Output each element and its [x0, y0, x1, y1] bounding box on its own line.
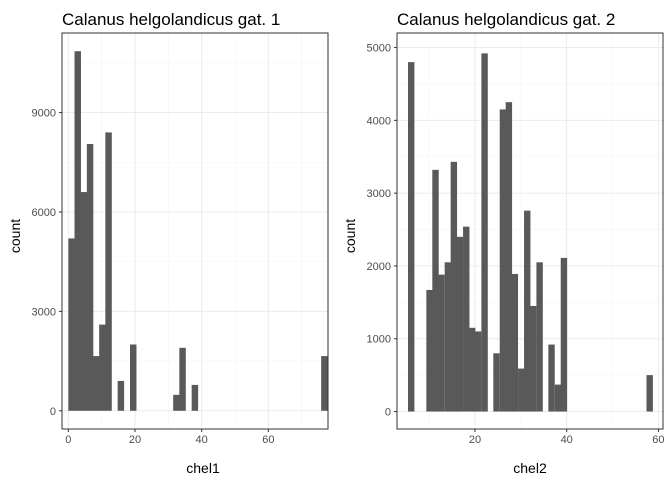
y-tick-label: 9000 — [32, 108, 56, 120]
x-tick-label: 0 — [65, 434, 71, 446]
histogram-bar — [321, 356, 328, 411]
y-tick-label: 3000 — [32, 306, 56, 318]
histogram-bar — [530, 305, 537, 412]
histogram-bar — [432, 169, 439, 412]
x-axis-title: chel2 — [513, 460, 547, 476]
histogram-bar — [130, 344, 137, 411]
panel-chel1: Calanus helgolandicus gat. 1 chel1 count… — [7, 10, 329, 476]
histogram-bar — [408, 62, 415, 412]
y-tick-label: 3000 — [367, 188, 391, 200]
panel-chel2: Calanus helgolandicus gat. 2 count chel2… — [342, 10, 665, 476]
histogram-bar — [499, 109, 507, 412]
histogram-bar — [560, 257, 568, 412]
histogram-bar — [493, 353, 500, 412]
axis-ticks: 20 40 60 0 1000 2000 3000 4000 5000 — [367, 43, 665, 446]
histogram-bar — [474, 331, 482, 412]
histogram-bar — [646, 375, 653, 412]
x-tick-label: 20 — [129, 434, 141, 446]
histogram-bar — [469, 327, 476, 412]
panel-title: Calanus helgolandicus gat. 1 — [62, 10, 280, 29]
histogram-bar — [99, 324, 106, 411]
axis-ticks: 0 20 40 60 0 3000 6000 9000 — [32, 108, 275, 446]
histogram-bar — [536, 262, 543, 412]
y-tick-label: 6000 — [32, 207, 56, 219]
y-axis-title: count — [342, 219, 358, 253]
y-tick-label: 0 — [50, 406, 56, 418]
x-tick-label: 60 — [262, 434, 274, 446]
histogram-bar — [80, 192, 88, 411]
x-tick-label: 40 — [196, 434, 208, 446]
x-tick-label: 40 — [561, 434, 573, 446]
panel-border — [396, 32, 664, 430]
y-tick-label: 2000 — [367, 261, 391, 273]
histogram-bar — [191, 384, 199, 411]
panel-border — [61, 32, 329, 430]
histogram-bar — [74, 51, 81, 411]
histogram-bar — [86, 144, 94, 411]
y-tick-label: 5000 — [367, 43, 391, 55]
histogram-bar — [463, 226, 470, 412]
histogram-bars — [408, 53, 653, 412]
histogram-bar — [505, 102, 513, 412]
histogram-bar — [554, 384, 562, 412]
histogram-bar — [450, 161, 458, 412]
histogram-bar — [117, 380, 125, 411]
histogram-bar — [105, 132, 112, 411]
histogram-bar — [524, 210, 531, 412]
y-tick-label: 0 — [385, 407, 391, 419]
histogram-bar — [93, 356, 100, 411]
x-tick-label: 60 — [652, 434, 664, 446]
histogram-bar — [68, 238, 75, 411]
histogram-bar — [481, 53, 488, 412]
y-axis-title: count — [7, 219, 23, 253]
histogram-bar — [426, 289, 433, 412]
panel-title: Calanus helgolandicus gat. 2 — [397, 10, 615, 29]
x-axis-title: chel1 — [186, 460, 220, 476]
y-tick-label: 1000 — [367, 334, 391, 346]
histogram-bar — [518, 368, 525, 412]
histogram-bar — [444, 262, 452, 412]
histogram-bars — [68, 51, 328, 411]
y-tick-label: 4000 — [367, 115, 391, 127]
histogram-bar — [179, 347, 186, 411]
histogram-bar — [511, 273, 519, 412]
histogram-bar — [438, 274, 445, 412]
histogram-bar — [173, 394, 180, 411]
x-tick-label: 20 — [469, 434, 481, 446]
histogram-bar — [548, 344, 555, 412]
histogram-bar — [456, 236, 464, 412]
